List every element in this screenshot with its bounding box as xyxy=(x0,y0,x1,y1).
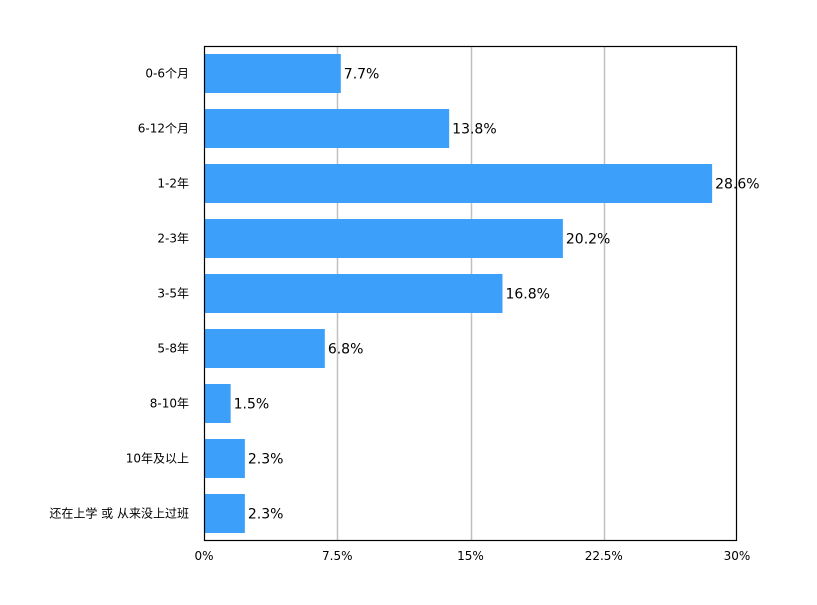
bars xyxy=(204,54,713,533)
data-labels: 7.7% 13.8% 28.6% 20.2% 16.8% 6.8% 1.5% 2.3% 2.3% xyxy=(234,67,760,523)
data-label: 13.8% xyxy=(452,122,496,138)
category-label: 2-3年 xyxy=(157,232,189,246)
category-label: 5-8年 xyxy=(157,342,189,356)
bar xyxy=(204,494,245,533)
category-label: 10年及以上 xyxy=(126,452,189,466)
data-label: 16.8% xyxy=(505,287,549,303)
x-tick-label: 22.5% xyxy=(585,549,623,563)
bar xyxy=(204,164,713,203)
data-label: 6.8% xyxy=(328,342,364,358)
bar xyxy=(204,109,450,148)
plot-frame xyxy=(203,45,738,542)
category-label: 还在上学 或 从来没上过班 xyxy=(49,506,189,521)
data-label: 20.2% xyxy=(566,232,610,248)
x-tick-label: 15% xyxy=(457,549,484,563)
bar xyxy=(204,329,325,368)
bar xyxy=(204,219,563,258)
x-tick-label: 7.5% xyxy=(322,549,353,563)
bar xyxy=(204,274,503,313)
data-label: 7.7% xyxy=(344,67,380,83)
x-tick-labels: 0% 7.5% 15% 22.5% 30% xyxy=(194,549,750,563)
data-label: 2.3% xyxy=(248,507,284,523)
x-tick-label: 0% xyxy=(194,549,213,563)
bar xyxy=(204,384,231,423)
category-label: 1-2年 xyxy=(157,177,189,191)
plot-border xyxy=(203,45,738,542)
category-label: 3-5年 xyxy=(157,287,189,301)
category-label: 8-10年 xyxy=(150,397,189,411)
bar xyxy=(204,439,245,478)
category-label: 6-12个月 xyxy=(138,122,189,136)
data-label: 2.3% xyxy=(248,452,284,468)
data-label: 1.5% xyxy=(234,397,270,413)
category-label: 0-6个月 xyxy=(145,67,189,81)
bar xyxy=(204,54,341,93)
data-label: 28.6% xyxy=(715,177,759,193)
x-tick-label: 30% xyxy=(724,549,751,563)
category-labels: 0-6个月 6-12个月 1-2年 2-3年 3-5年 5-8年 8-10年 10年及以上还在… xyxy=(49,67,189,521)
